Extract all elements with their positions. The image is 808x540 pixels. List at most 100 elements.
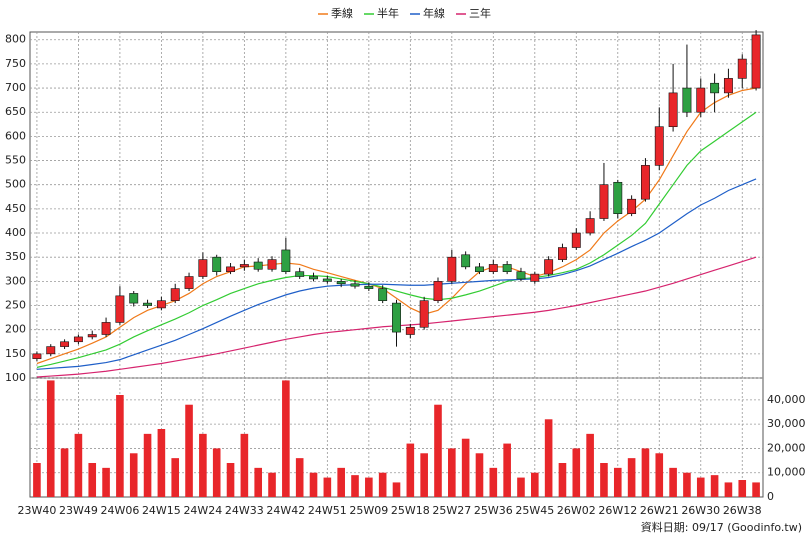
volume-bar (406, 443, 415, 497)
ma-line (36, 178, 757, 370)
volume-bar (116, 395, 124, 497)
legend-label: 年線 (423, 6, 445, 20)
y-tick-label: 700 (5, 81, 26, 94)
candle-body (101, 322, 111, 335)
volume-bar (74, 433, 83, 497)
x-tick-label: 26W21 (640, 504, 679, 517)
y-tick-label: 150 (5, 347, 26, 360)
volume-bar (365, 477, 373, 497)
volume-bar (171, 458, 180, 497)
volume-bar (683, 472, 691, 497)
volume-bar (503, 443, 511, 497)
candle-body (46, 346, 56, 355)
volume-bar (448, 448, 456, 497)
candle-body (447, 256, 457, 282)
volume-bar (641, 448, 650, 497)
y-tick-label: 400 (5, 226, 26, 239)
volume-bar (572, 448, 581, 497)
y-tick-label: 350 (5, 250, 26, 263)
candle-body (281, 249, 291, 272)
volume-bar (655, 453, 664, 497)
volume-bar (544, 419, 553, 497)
volume-bar (600, 463, 608, 497)
x-tick-label: 25W45 (515, 504, 554, 517)
volume-bar (378, 472, 387, 497)
candle-body (405, 326, 415, 335)
y-tick-label: 650 (5, 105, 26, 118)
volume-bar (351, 475, 359, 497)
candle-body (627, 198, 637, 214)
y-tick-label: 800 (5, 33, 26, 46)
y2-tick-label: 30,000 (767, 417, 806, 430)
y-tick-label: 300 (5, 274, 26, 287)
x-tick-label: 23W40 (17, 504, 56, 517)
volume-bar (240, 433, 249, 497)
candle-body (737, 58, 747, 79)
volume-bar (613, 467, 622, 497)
volume-bar (696, 477, 705, 497)
candle-body (143, 302, 153, 306)
candle-body (710, 82, 720, 94)
candle-body (488, 264, 498, 272)
volume-bar (517, 477, 525, 497)
volume-bar (475, 453, 484, 497)
volume-bar (295, 458, 304, 497)
x-tick-label: 24W51 (308, 504, 347, 517)
volume-bar (489, 467, 498, 497)
candle-body (530, 273, 540, 282)
volume-bar (129, 453, 138, 497)
y-tick-label: 200 (5, 323, 26, 336)
volume-bar (420, 453, 428, 497)
x-tick-label: 25W18 (391, 504, 430, 517)
candle-body (212, 256, 222, 272)
candle-body (461, 254, 471, 268)
x-tick-label: 24W15 (142, 504, 181, 517)
footnote: 資料日期: 09/17 (Goodinfo.tw) (641, 520, 802, 534)
volume-bar (102, 467, 110, 497)
y2-tick-label: 0 (767, 490, 774, 503)
y-tick-label: 100 (5, 371, 26, 384)
candle-body (73, 336, 83, 343)
candle-body (475, 266, 484, 272)
volume-bar (738, 480, 747, 497)
x-tick-label: 24W33 (225, 504, 264, 517)
volume-bar (212, 448, 221, 497)
x-tick-label: 25W27 (432, 504, 471, 517)
legend-label: 季線 (331, 6, 353, 20)
candle-body (226, 266, 235, 272)
volume-bar (254, 467, 263, 497)
volume-bar (268, 472, 276, 497)
candle-body (267, 259, 277, 270)
candle-body (640, 165, 650, 200)
candle-body (170, 288, 180, 301)
x-tick-label: 26W12 (598, 504, 637, 517)
candle-body (60, 341, 70, 347)
ma-line (36, 87, 757, 365)
volume-bar (461, 438, 470, 497)
volume-bar (669, 467, 677, 497)
candle-body (350, 283, 360, 287)
candle-body (378, 288, 388, 301)
volume-bar (392, 482, 401, 497)
volume-bar (88, 463, 97, 497)
x-tick-label: 24W42 (266, 504, 305, 517)
candle-body (419, 300, 429, 328)
volume-bar (323, 477, 332, 497)
y2-tick-label: 40,000 (767, 393, 806, 406)
candle-body (558, 247, 567, 260)
volume-bar (434, 404, 442, 497)
volume-bar (46, 380, 55, 497)
y-tick-label: 600 (5, 129, 26, 142)
candle-body (613, 181, 623, 214)
candle-body (654, 126, 664, 166)
x-tick-label: 24W06 (100, 504, 139, 517)
candle-body (723, 78, 733, 94)
candle-body (571, 232, 581, 248)
volume-bar (309, 472, 318, 497)
candle-body (364, 285, 374, 289)
candle-body (129, 293, 139, 304)
volume-bar (724, 482, 733, 497)
x-tick-label: 26W02 (557, 504, 596, 517)
candle-body (433, 281, 443, 301)
